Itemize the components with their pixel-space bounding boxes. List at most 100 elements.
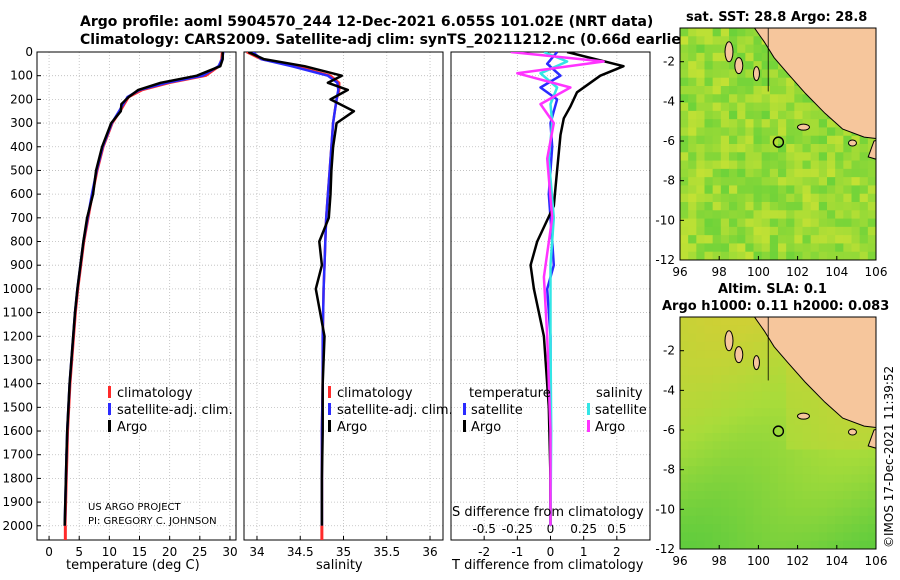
sla-map-cell (712, 441, 722, 451)
sst-map-cell (704, 243, 714, 253)
sst-map-panel: 96 98 100 102 104 106 -12 -10 -8 -6 -4 -2 (655, 27, 887, 279)
sla-map-cell (745, 341, 754, 351)
sla-map-cell (867, 491, 876, 500)
sst-map-cell (802, 135, 812, 145)
sst-map-cell (859, 177, 869, 186)
sst-map-cell (810, 152, 820, 162)
sla-map-cell (704, 358, 714, 368)
sla-map-cell (745, 350, 754, 359)
sla-map-cell (696, 474, 705, 484)
sst-map-cell (859, 135, 869, 145)
sst-map-cell (712, 218, 722, 228)
sla-map-cell (696, 333, 705, 343)
sla-map-cell (737, 540, 746, 549)
sla-map-cell (729, 325, 738, 335)
sla-map-cell (786, 399, 795, 409)
sla-map-cell (712, 317, 722, 326)
sla-map-cell (778, 466, 787, 475)
sst-map-cell (729, 226, 738, 236)
sla-map-cell (843, 466, 852, 475)
sla-map-cell (843, 491, 852, 500)
sla-map-cell (704, 350, 714, 359)
sst-map-cell (794, 127, 803, 137)
sst-map-cell (843, 202, 852, 211)
depth-tick-label: 600 (10, 187, 33, 201)
sla-map-cell (720, 457, 730, 467)
sst-map-cell (712, 86, 722, 95)
sst-map-cell (794, 218, 803, 228)
sst-map-cell (769, 119, 779, 128)
sla-map-cell (729, 507, 738, 517)
sst-map-cell (737, 110, 746, 120)
sst-map-cell (786, 94, 795, 104)
sst-map-cell (753, 36, 763, 46)
sst-map-cell (851, 251, 861, 260)
sst-map-cell (769, 251, 779, 260)
sla-map-cell (729, 482, 738, 492)
sla-map-cell (818, 507, 828, 517)
sla-map-cell (802, 416, 812, 426)
sla-map-cell (794, 383, 803, 393)
sst-map-cell (680, 193, 689, 203)
sst-map-cell (680, 77, 689, 87)
sst-map-cell (696, 210, 705, 220)
sst-map-cell (769, 185, 779, 195)
sla-map-cell (802, 457, 812, 467)
sla-map-cell (729, 466, 738, 475)
depth-tick-label: 1900 (2, 495, 33, 509)
sst-map-cell (794, 152, 803, 162)
temperature-profile-xtick-label: 0 (45, 545, 53, 559)
sla-map-cell (761, 491, 771, 500)
sla-map-cell (729, 433, 738, 442)
sla-map-cell (786, 416, 795, 426)
sla-map-cell (761, 457, 771, 467)
sst-map-cell (843, 168, 852, 178)
sst-map-cell (867, 160, 876, 170)
sst-map-island (734, 57, 744, 75)
sla-map-cell (737, 333, 746, 343)
depth-tick-label: 1300 (2, 353, 33, 367)
sla-map-cell (688, 532, 697, 542)
sla-map-land-java (867, 428, 876, 449)
sla-map-cell (786, 366, 795, 376)
sla-map-cell (704, 366, 714, 376)
sla-map-cell (843, 482, 852, 492)
sla-map-cell (737, 433, 746, 442)
sla-map-cell (794, 424, 803, 434)
sla-map-cell (688, 383, 697, 393)
sst-map-cell (729, 152, 738, 162)
sst-map-cell (704, 127, 714, 137)
sst-map-cell (737, 135, 746, 145)
sla-map-cell (680, 391, 689, 401)
diff-legend-label: Argo (471, 420, 501, 435)
sst-map-cell (737, 235, 746, 244)
sst-map-cell (761, 168, 771, 178)
sst-map-cell (778, 110, 787, 120)
salinity-profile-legend-swatch (328, 403, 331, 415)
temperature-profile-panel: 0 5 10 15 20 25 300100200300400500600700800900… (2, 45, 237, 559)
depth-tick-label: 500 (10, 163, 33, 177)
sst-map-cell (712, 44, 722, 54)
sst-map-cell (729, 144, 738, 153)
sla-map-cell (704, 424, 714, 434)
sst-map-cell (729, 185, 738, 195)
sst-map-cell (753, 226, 763, 236)
sst-map-cell (835, 193, 844, 203)
sla-map-cell (745, 532, 754, 542)
sst-map-cell (688, 160, 697, 170)
sst-map-cell (827, 193, 836, 203)
sla-map-cell (769, 399, 779, 409)
sla-map-cell (761, 474, 771, 484)
temperature-profile-xtick-label: 25 (192, 545, 207, 559)
sla-map-xtick-label: 98 (712, 554, 727, 568)
sla-map-cell (818, 424, 828, 434)
sla-map-cell (810, 540, 820, 549)
sst-map-cell (704, 69, 714, 79)
sst-map-cell (737, 251, 746, 260)
sla-map-xtick-label: 102 (786, 554, 809, 568)
sla-map-cell (680, 366, 689, 376)
sla-map-xtick-label: 100 (747, 554, 770, 568)
sst-map-cell (745, 202, 754, 211)
sst-map-cell (712, 160, 722, 170)
sst-map-cell (745, 36, 754, 46)
